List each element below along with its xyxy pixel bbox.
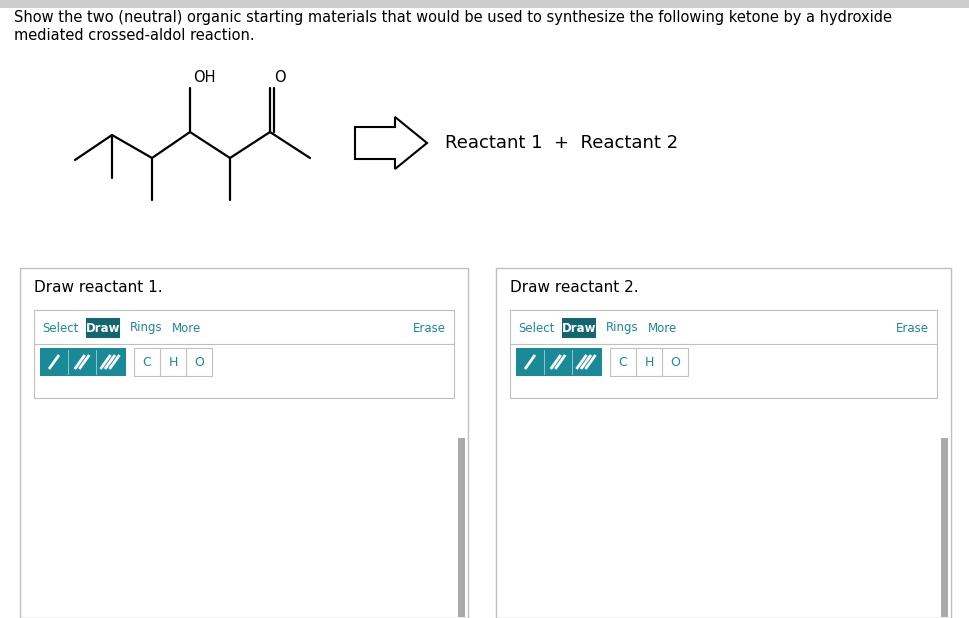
- Text: H: H: [644, 355, 654, 368]
- Bar: [20, 268, 468, 618]
- Bar: [496, 268, 951, 618]
- Bar: [562, 318, 596, 338]
- Text: Reactant 1  +  Reactant 2: Reactant 1 + Reactant 2: [445, 134, 678, 152]
- Text: Draw: Draw: [562, 321, 596, 334]
- Text: More: More: [172, 321, 202, 334]
- Bar: [40, 348, 126, 376]
- Bar: [86, 318, 120, 338]
- Polygon shape: [355, 117, 427, 169]
- Text: Draw reactant 2.: Draw reactant 2.: [510, 280, 639, 295]
- Text: Show the two (neutral) organic starting materials that would be used to synthesi: Show the two (neutral) organic starting …: [14, 10, 892, 25]
- Text: Draw: Draw: [85, 321, 120, 334]
- Text: C: C: [142, 355, 151, 368]
- Text: O: O: [274, 70, 286, 85]
- Text: Rings: Rings: [606, 321, 639, 334]
- Text: OH: OH: [193, 70, 215, 85]
- Text: Select: Select: [42, 321, 78, 334]
- Text: H: H: [169, 355, 177, 368]
- Bar: [610, 348, 688, 376]
- Text: O: O: [194, 355, 203, 368]
- Bar: [941, 438, 948, 617]
- Text: O: O: [670, 355, 680, 368]
- Text: Rings: Rings: [130, 321, 163, 334]
- Bar: [134, 348, 212, 376]
- Text: Draw reactant 1.: Draw reactant 1.: [34, 280, 163, 295]
- Bar: [34, 310, 454, 398]
- Text: mediated crossed-aldol reaction.: mediated crossed-aldol reaction.: [14, 28, 255, 43]
- Bar: [516, 348, 602, 376]
- Text: Erase: Erase: [413, 321, 446, 334]
- Bar: [510, 310, 937, 398]
- Text: Erase: Erase: [896, 321, 929, 334]
- Text: More: More: [648, 321, 677, 334]
- Text: Select: Select: [518, 321, 554, 334]
- Bar: [0, 0, 969, 8]
- Text: C: C: [618, 355, 627, 368]
- Bar: [458, 438, 465, 617]
